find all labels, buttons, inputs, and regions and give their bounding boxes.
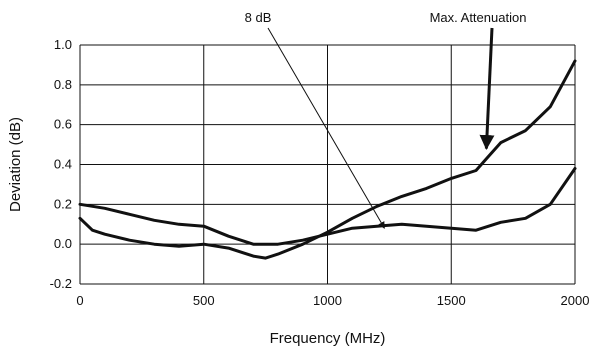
x-tick-label: 1500 — [437, 293, 466, 308]
y-tick-label: 0.8 — [54, 77, 72, 92]
series-line — [78, 167, 577, 246]
grid — [79, 44, 576, 285]
y-tick-label: 1.0 — [54, 37, 72, 52]
annotation-label: 8 dB — [245, 10, 272, 25]
series-group — [78, 59, 577, 260]
x-axis-title: Frequency (MHz) — [270, 330, 386, 347]
y-axis-title: Deviation (dB) — [7, 117, 24, 212]
y-tick-label: 0.4 — [54, 157, 72, 172]
y-tick-label: 0.6 — [54, 117, 72, 132]
x-tick-label: 0 — [76, 293, 83, 308]
y-tick-label: 0.0 — [54, 236, 72, 251]
series-line — [78, 59, 577, 260]
y-tick-label: -0.2 — [50, 276, 72, 291]
annotation-arrow — [267, 27, 385, 229]
x-tick-label: 2000 — [561, 293, 590, 308]
annotation-arrow — [479, 27, 495, 151]
x-tick-label: 500 — [193, 293, 215, 308]
x-tick-label: 1000 — [313, 293, 342, 308]
annotations: 8 dB Max. Attenuation — [245, 10, 527, 229]
y-tick-label: 0.2 — [54, 196, 72, 211]
annotation-label: Max. Attenuation — [430, 10, 527, 25]
tick-labels: -0.2 0.0 0.2 0.4 0.6 0.8 1.0 0 500 1000 1500 2000 — [50, 37, 590, 308]
